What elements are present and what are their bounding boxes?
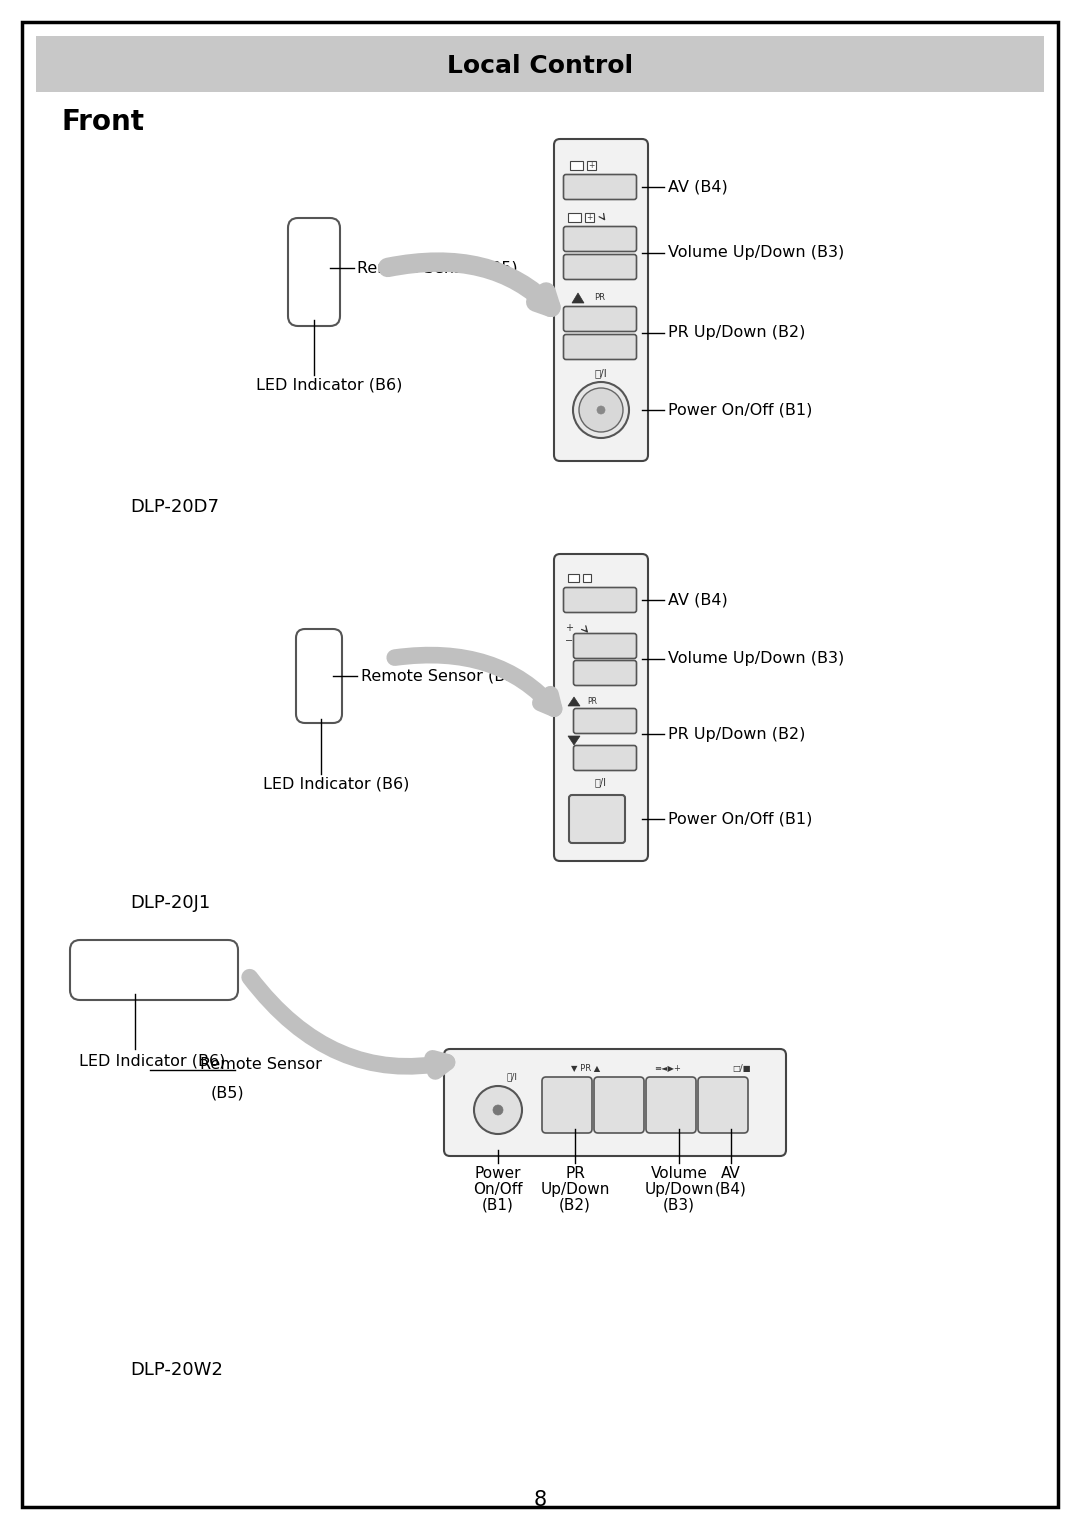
Text: AV (B4): AV (B4) xyxy=(669,593,728,607)
Text: (B5): (B5) xyxy=(211,1086,245,1101)
Text: (B1): (B1) xyxy=(482,1199,514,1212)
Bar xyxy=(570,161,583,170)
FancyBboxPatch shape xyxy=(564,174,636,199)
FancyBboxPatch shape xyxy=(444,1049,786,1156)
FancyBboxPatch shape xyxy=(564,226,636,251)
Text: +: + xyxy=(565,622,573,633)
Text: Up/Down: Up/Down xyxy=(645,1182,714,1197)
Text: Volume Up/Down (B3): Volume Up/Down (B3) xyxy=(669,651,845,667)
Text: (B2): (B2) xyxy=(559,1199,591,1212)
Text: DLP-20J1: DLP-20J1 xyxy=(130,894,211,911)
Text: PR: PR xyxy=(588,697,597,706)
Bar xyxy=(588,161,596,170)
Text: Remote Sensor: Remote Sensor xyxy=(200,1057,322,1072)
FancyBboxPatch shape xyxy=(554,553,648,861)
FancyBboxPatch shape xyxy=(573,661,636,685)
Text: +: + xyxy=(588,161,594,170)
FancyBboxPatch shape xyxy=(569,795,625,842)
Text: 8: 8 xyxy=(534,1489,546,1511)
Text: ⏻/I: ⏻/I xyxy=(507,1072,517,1081)
FancyBboxPatch shape xyxy=(554,139,648,462)
Polygon shape xyxy=(568,697,580,706)
Text: Power: Power xyxy=(475,1167,522,1180)
Text: PR: PR xyxy=(594,294,606,303)
Text: Up/Down: Up/Down xyxy=(540,1182,610,1197)
Text: On/Off: On/Off xyxy=(473,1182,523,1197)
FancyBboxPatch shape xyxy=(564,335,636,359)
Text: Remote Sensor (B5): Remote Sensor (B5) xyxy=(357,260,517,275)
Text: LED Indicator (B6): LED Indicator (B6) xyxy=(79,1053,226,1069)
FancyBboxPatch shape xyxy=(564,587,636,613)
FancyBboxPatch shape xyxy=(296,628,342,723)
FancyBboxPatch shape xyxy=(542,1076,592,1133)
FancyBboxPatch shape xyxy=(573,746,636,771)
FancyBboxPatch shape xyxy=(573,708,636,734)
Bar xyxy=(568,573,579,583)
Circle shape xyxy=(474,1086,522,1135)
Bar xyxy=(583,573,591,583)
Text: AV (B4): AV (B4) xyxy=(669,179,728,194)
Text: Volume Up/Down (B3): Volume Up/Down (B3) xyxy=(669,246,845,260)
Text: Remote Sensor (B5): Remote Sensor (B5) xyxy=(361,668,522,683)
Text: −: − xyxy=(565,636,573,645)
Text: ⏻/I: ⏻/I xyxy=(595,368,607,378)
Text: LED Indicator (B6): LED Indicator (B6) xyxy=(264,777,409,792)
FancyBboxPatch shape xyxy=(564,306,636,332)
Circle shape xyxy=(579,388,623,433)
Bar xyxy=(36,37,1044,92)
Text: (B3): (B3) xyxy=(663,1199,696,1212)
Text: LED Indicator (B6): LED Indicator (B6) xyxy=(256,378,403,393)
Text: Local Control: Local Control xyxy=(447,54,633,78)
FancyBboxPatch shape xyxy=(594,1076,644,1133)
Text: AV: AV xyxy=(721,1167,741,1180)
Text: PR: PR xyxy=(565,1167,585,1180)
Text: ≡◄▶+: ≡◄▶+ xyxy=(654,1064,681,1072)
Text: ▼ PR ▲: ▼ PR ▲ xyxy=(571,1064,600,1072)
Circle shape xyxy=(573,382,629,437)
Polygon shape xyxy=(568,735,580,745)
Bar xyxy=(568,213,581,222)
Circle shape xyxy=(492,1105,503,1115)
FancyBboxPatch shape xyxy=(573,633,636,659)
Text: □/■: □/■ xyxy=(732,1064,752,1072)
FancyBboxPatch shape xyxy=(564,254,636,280)
Polygon shape xyxy=(572,294,584,303)
Text: Volume: Volume xyxy=(650,1167,707,1180)
Text: PR Up/Down (B2): PR Up/Down (B2) xyxy=(669,326,806,341)
Text: ⏻/I: ⏻/I xyxy=(595,777,607,787)
Text: DLP-20D7: DLP-20D7 xyxy=(130,498,219,515)
FancyBboxPatch shape xyxy=(288,219,340,326)
FancyBboxPatch shape xyxy=(698,1076,748,1133)
Text: +: + xyxy=(585,213,592,222)
Text: (B4): (B4) xyxy=(715,1182,747,1197)
Text: Front: Front xyxy=(62,109,145,136)
Circle shape xyxy=(597,407,605,414)
FancyBboxPatch shape xyxy=(646,1076,696,1133)
Text: Power On/Off (B1): Power On/Off (B1) xyxy=(669,812,812,827)
Text: PR Up/Down (B2): PR Up/Down (B2) xyxy=(669,726,806,742)
Text: DLP-20W2: DLP-20W2 xyxy=(130,1361,222,1379)
Text: Power On/Off (B1): Power On/Off (B1) xyxy=(669,402,812,417)
Bar xyxy=(585,213,594,222)
FancyBboxPatch shape xyxy=(70,940,238,1000)
